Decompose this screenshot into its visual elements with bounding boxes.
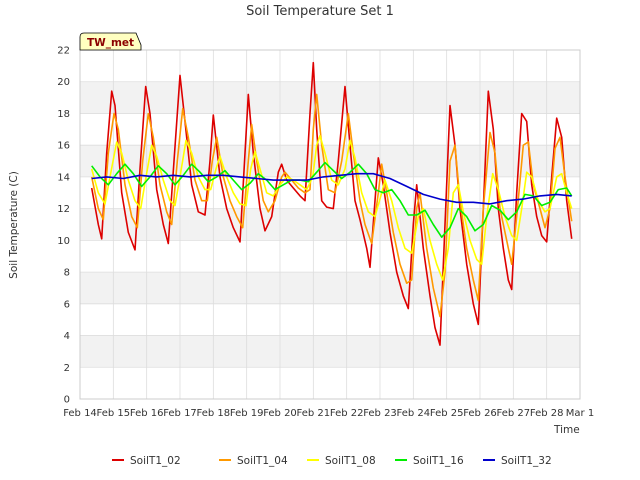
y-tick-label: 16 (57, 141, 70, 152)
plot-frame (79, 49, 581, 400)
legend-label: SoilT1_08 (325, 455, 376, 467)
y-tick-label: 12 (57, 204, 70, 215)
y-tick-label: 4 (64, 331, 70, 342)
site-badge-text: TW_met (87, 37, 134, 49)
y-tick-label: 22 (57, 46, 70, 57)
x-tick-label: Feb 18 (197, 408, 231, 419)
x-tick-label: Feb 21 (297, 408, 331, 419)
chart-title: Soil Temperature Set 1 (246, 4, 394, 19)
y-axis-ticks: 0 2 4 6 8 10 12 14 16 18 20 22 (57, 46, 70, 406)
background-band (80, 335, 580, 368)
background-bands (80, 81, 580, 368)
x-tick-label: Feb 25 (430, 408, 464, 419)
series-lines (90, 61, 573, 346)
x-axis-label: Time (553, 424, 580, 436)
x-tick-label: Feb 26 (463, 408, 497, 419)
y-tick-label: 18 (57, 109, 70, 120)
series-line-soilt1_08 (90, 134, 573, 281)
x-tick-label: Feb 19 (230, 408, 264, 419)
x-tick-label: Feb 15 (97, 408, 131, 419)
y-axis-label: Soil Temperature (C) (8, 171, 20, 279)
legend: SoilT1_02 SoilT1_04 SoilT1_08 SoilT1_16 Soil… (112, 455, 552, 467)
x-tick-label: Feb 23 (363, 408, 397, 419)
background-band (80, 272, 580, 304)
x-tick-label: Feb 27 (497, 408, 531, 419)
legend-label: SoilT1_04 (237, 455, 288, 467)
x-axis-ticks: Feb 14 Feb 15 Feb 16 Feb 17 Feb 18 Feb 19 Feb … (63, 408, 594, 419)
y-tick-label: 14 (57, 172, 70, 183)
y-tick-label: 0 (64, 395, 70, 406)
x-tick-label: Feb 17 (163, 408, 197, 419)
y-tick-label: 8 (64, 268, 70, 279)
x-tick-label: Feb 16 (130, 408, 164, 419)
series-line-soilt1_32 (91, 172, 572, 205)
x-tick-label: Feb 20 (263, 408, 297, 419)
site-badge-box (79, 32, 142, 51)
x-tick-label: Feb 28 (530, 408, 564, 419)
y-tick-label: 20 (57, 77, 70, 88)
site-badge: TW_met (79, 32, 142, 51)
x-tick-label: Feb 14 (63, 408, 97, 419)
legend-label: SoilT1_32 (501, 455, 552, 467)
y-tick-label: 6 (64, 299, 70, 310)
series-line-soilt1_16 (91, 161, 573, 238)
y-tick-label: 10 (57, 236, 70, 247)
series-line-soilt1_04 (90, 93, 573, 318)
x-tick-label: Feb 22 (330, 408, 364, 419)
x-tick-label: Feb 24 (397, 408, 431, 419)
legend-label: SoilT1_16 (413, 455, 464, 467)
background-band (80, 81, 580, 114)
legend-label: SoilT1_02 (130, 455, 181, 467)
x-tick-label: Mar 1 (566, 408, 594, 419)
y-tick-label: 2 (64, 363, 70, 374)
